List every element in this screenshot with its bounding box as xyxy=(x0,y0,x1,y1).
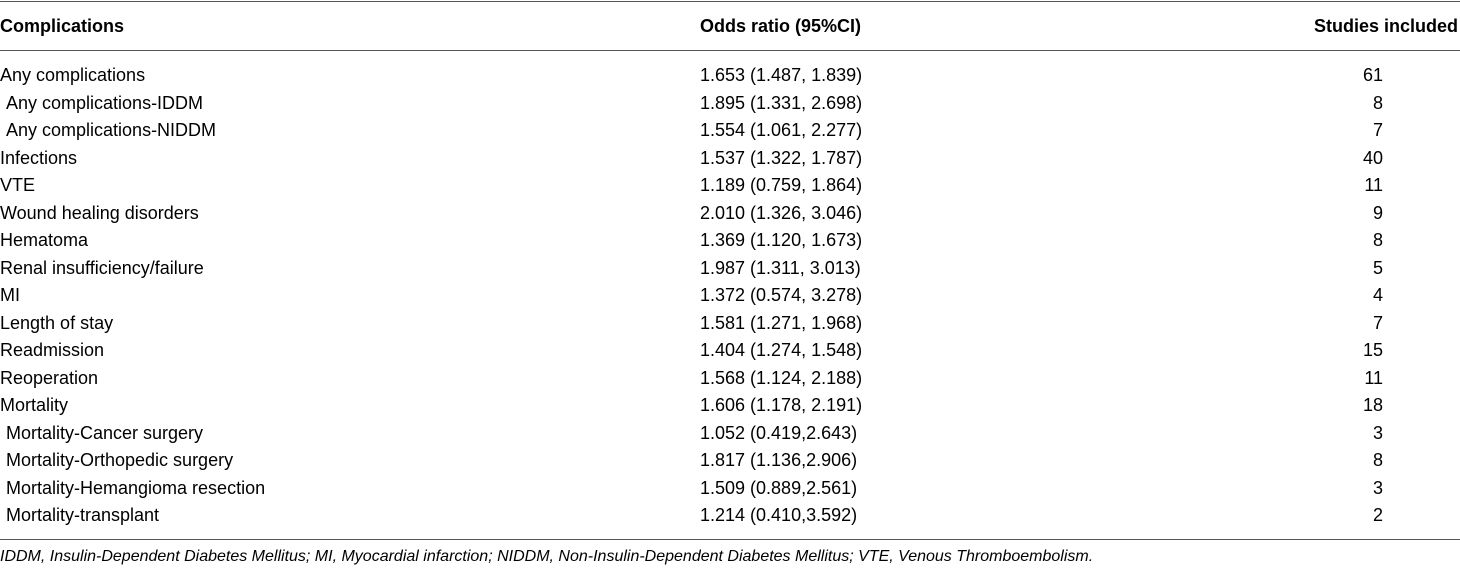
odds-ratio-cell: 1.895 (1.331, 2.698) xyxy=(700,92,863,113)
table-row: Mortality-Hemangioma resection 1.509 (0.8… xyxy=(0,475,1460,503)
complication-cell: Renal insufficiency/failure xyxy=(0,257,204,278)
complication-cell: Wound healing disorders xyxy=(0,202,199,223)
table-row: Any complications-NIDDM 1.554 (1.061, 2.2… xyxy=(0,117,1460,145)
odds-ratio-cell: 2.010 (1.326, 3.046) xyxy=(700,202,863,223)
complication-cell: Mortality-transplant xyxy=(6,505,160,525)
studies-included-value: 11 xyxy=(1364,367,1383,388)
odds-ratio-cell: 1.052 (0.419,2.643) xyxy=(700,422,858,443)
table-bottom-rule xyxy=(0,539,1460,540)
table-row: Mortality 1.606 (1.178, 2.191) 18 xyxy=(0,392,1460,420)
table-row: Hematoma 1.369 (1.120, 1.673) 8 xyxy=(0,227,1460,255)
complication-cell: Infections xyxy=(0,147,78,168)
studies-included-value: 40 xyxy=(1362,147,1383,168)
header-studies-included: Studies included xyxy=(1313,16,1458,36)
table-row: Mortality-Cancer surgery 1.052 (0.419,2.6… xyxy=(0,420,1460,448)
odds-ratio-cell: 1.372 (0.574, 3.278) xyxy=(700,285,863,305)
odds-ratio-cell: 1.653 (1.487, 1.839) xyxy=(700,65,863,85)
odds-ratio-cell: 1.537 (1.322, 1.787) xyxy=(700,147,863,168)
studies-included-value: 18 xyxy=(1362,395,1383,415)
table-body: Any complications 1.653 (1.487, 1.839) 61 A… xyxy=(0,62,1460,530)
table-top-rule xyxy=(0,1,1460,2)
complication-cell: VTE xyxy=(0,175,36,195)
complication-cell: Reoperation xyxy=(0,367,99,388)
odds-ratio-cell: 1.606 (1.178, 2.191) xyxy=(700,395,863,415)
studies-included-value: 5 xyxy=(1372,257,1384,278)
table-row: Any complications-IDDM 1.895 (1.331, 2.69… xyxy=(0,90,1460,118)
odds-ratio-cell: 1.509 (0.889,2.561) xyxy=(700,477,858,498)
complication-cell: Hematoma xyxy=(0,230,89,250)
complication-cell: MI xyxy=(0,285,20,305)
table-row: Length of stay 1.581 (1.271, 1.968) 7 xyxy=(0,310,1460,338)
header-odds-ratio: Odds ratio (95%CI) xyxy=(700,16,862,36)
table-row: Readmission 1.404 (1.274, 1.548) 15 xyxy=(0,337,1460,365)
odds-ratio-cell: 1.369 (1.120, 1.673) xyxy=(700,230,863,250)
header-complications: Complications xyxy=(0,16,125,36)
table-row: VTE 1.189 (0.759, 1.864) 11 xyxy=(0,172,1460,200)
studies-included-value: 7 xyxy=(1372,312,1384,333)
odds-ratio-cell: 1.568 (1.124, 2.188) xyxy=(700,367,863,388)
table-row: Mortality-transplant 1.214 (0.410,3.592) 2 xyxy=(0,502,1460,530)
studies-included-value: 8 xyxy=(1372,230,1384,250)
complication-cell: Length of stay xyxy=(0,312,114,333)
complication-cell: Mortality-Hemangioma resection xyxy=(6,477,266,498)
table-header-rule xyxy=(0,50,1460,51)
odds-ratio-cell: 1.817 (1.136,2.906) xyxy=(700,450,858,470)
complication-cell: Any complications-NIDDM xyxy=(6,120,217,140)
table-footnote: IDDM, Insulin-Dependent Diabetes Mellitu… xyxy=(0,548,1094,565)
studies-included-value: 4 xyxy=(1372,285,1384,305)
studies-included-value: 3 xyxy=(1372,422,1384,443)
studies-included-value: 3 xyxy=(1372,477,1384,498)
table-header-row: Complications Odds ratio (95%CI) Studies… xyxy=(0,16,1460,40)
odds-ratio-cell: 1.404 (1.274, 1.548) xyxy=(700,340,863,360)
odds-ratio-cell: 1.987 (1.311, 3.013) xyxy=(700,257,861,278)
studies-included-value: 2 xyxy=(1372,505,1384,525)
studies-included-value: 15 xyxy=(1362,340,1383,360)
odds-ratio-cell: 1.581 (1.271, 1.968) xyxy=(700,312,863,333)
table-row: Reoperation 1.568 (1.124, 2.188) 11 xyxy=(0,365,1460,393)
studies-included-value: 8 xyxy=(1372,450,1384,470)
complication-cell: Any complications-IDDM xyxy=(6,92,204,113)
complication-cell: Mortality-Orthopedic surgery xyxy=(6,450,234,470)
table-row: MI 1.372 (0.574, 3.278) 4 xyxy=(0,282,1460,310)
table-row: Wound healing disorders 2.010 (1.326, 3.0… xyxy=(0,200,1460,228)
complication-cell: Readmission xyxy=(0,340,105,360)
table-row: Mortality-Orthopedic surgery 1.817 (1.136… xyxy=(0,447,1460,475)
table-row: Renal insufficiency/failure 1.987 (1.311,… xyxy=(0,255,1460,283)
studies-included-value: 11 xyxy=(1364,175,1383,195)
complication-cell: Mortality xyxy=(0,395,69,415)
studies-included-value: 61 xyxy=(1362,65,1383,85)
table-row: Any complications 1.653 (1.487, 1.839) 61 xyxy=(0,62,1460,90)
complication-cell: Any complications xyxy=(0,65,146,85)
odds-ratio-cell: 1.214 (0.410,3.592) xyxy=(700,505,858,525)
studies-included-value: 7 xyxy=(1372,120,1384,140)
studies-included-value: 8 xyxy=(1372,92,1384,113)
odds-ratio-cell: 1.554 (1.061, 2.277) xyxy=(700,120,863,140)
complication-cell: Mortality-Cancer surgery xyxy=(6,422,204,443)
studies-included-value: 9 xyxy=(1372,202,1384,223)
table-row: Infections 1.537 (1.322, 1.787) 40 xyxy=(0,145,1460,173)
odds-ratio-cell: 1.189 (0.759, 1.864) xyxy=(700,175,863,195)
